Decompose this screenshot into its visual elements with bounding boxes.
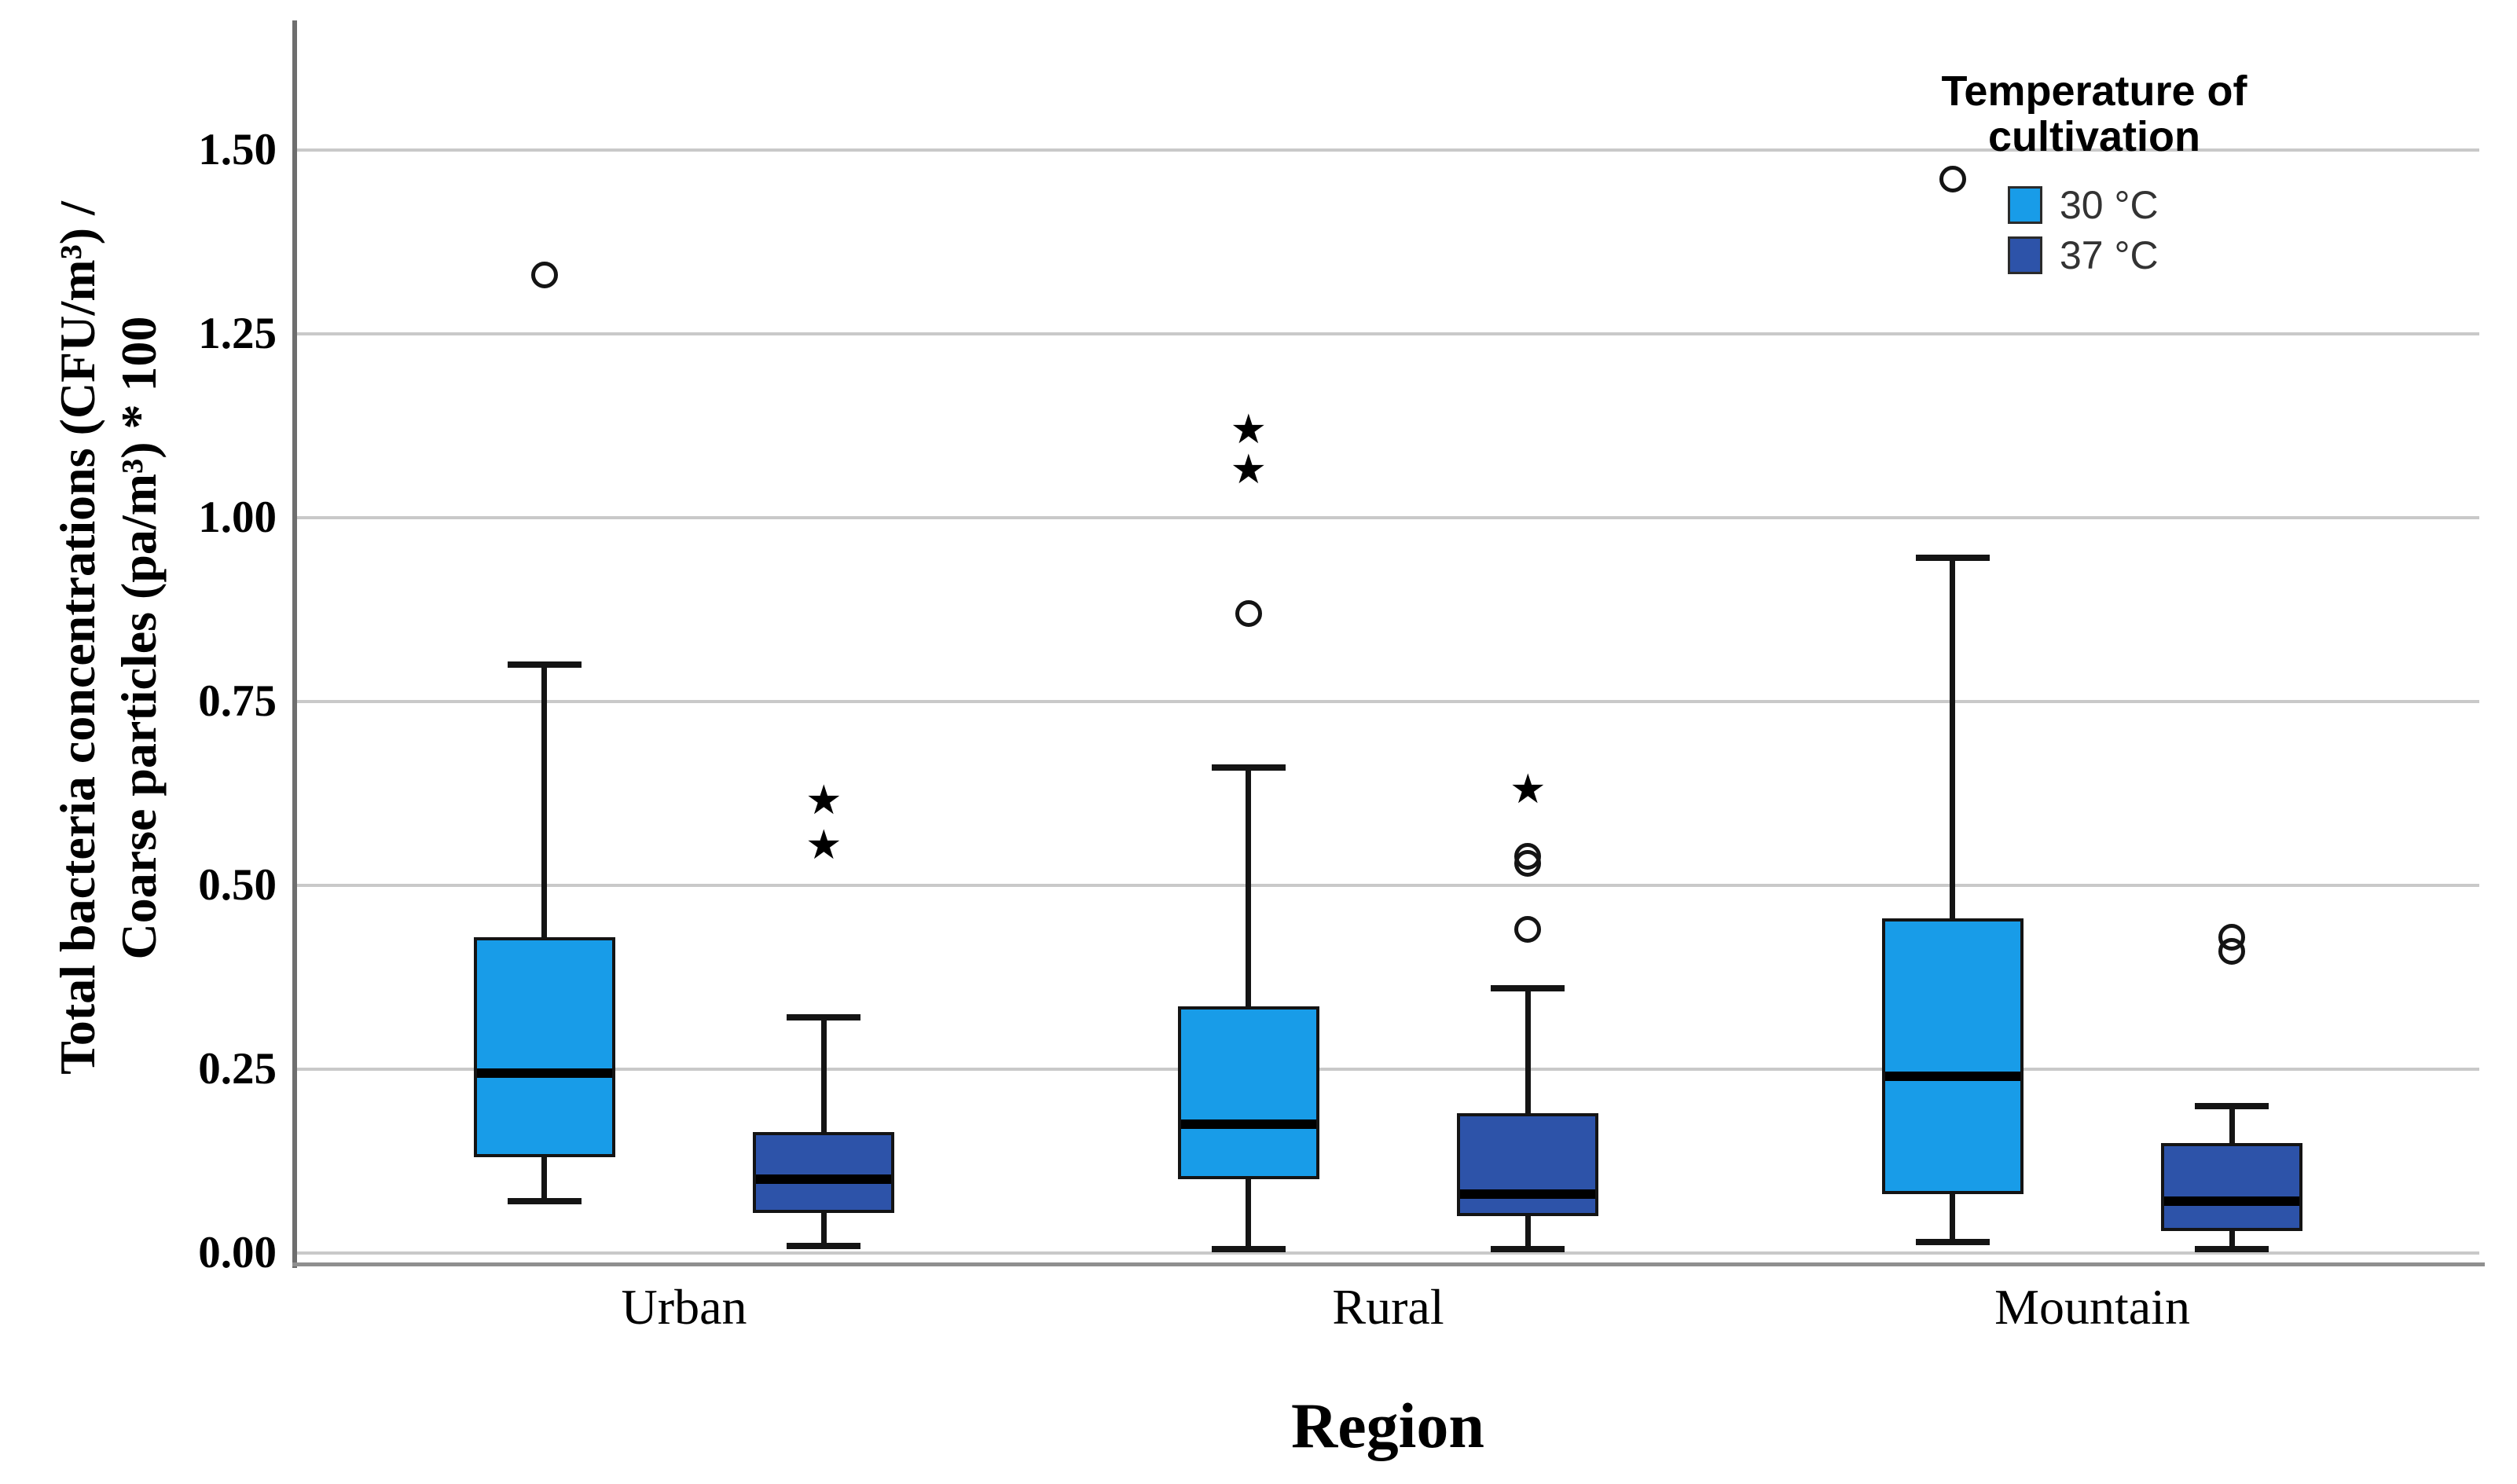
whisker-cap-high-30c-rural — [1211, 764, 1286, 771]
legend-items: 30 °C 37 °C — [2008, 183, 2271, 277]
y-tick-label: 1.50 — [198, 125, 277, 174]
whisker-cap-low-37c-urban — [787, 1242, 861, 1249]
y-tick-label: 0.50 — [198, 860, 277, 910]
median-line-37c-mountain — [2164, 1196, 2300, 1207]
y-tick-label: 0.75 — [198, 676, 277, 726]
legend-item-37c: 37 °C — [2008, 233, 2271, 277]
y-tick-label: 1.00 — [198, 493, 277, 542]
median-line-37c-urban — [756, 1174, 892, 1185]
box-37c-mountain — [2161, 1142, 2303, 1231]
whisker-cap-high-30c-urban — [507, 661, 582, 669]
extreme-star-icon: ★ — [1230, 446, 1268, 494]
x-tick-label: Urban — [621, 1279, 747, 1335]
whisker-cap-low-30c-rural — [1211, 1246, 1286, 1253]
legend-title: Temperature of cultivation — [1917, 68, 2271, 159]
legend-label-30c: 30 °C — [2060, 183, 2159, 227]
box-30c-mountain — [1881, 918, 2024, 1195]
box-30c-rural — [1177, 1006, 1319, 1180]
extreme-star-icon: ★ — [1509, 766, 1547, 814]
outlier-circle-icon — [2218, 923, 2246, 951]
median-line-30c-rural — [1180, 1119, 1316, 1130]
whisker-cap-high-37c-mountain — [2195, 1102, 2269, 1109]
extreme-star-icon: ★ — [805, 777, 842, 825]
y-axis-title: Total bacteria concentrations (CFU/m³) /… — [47, 201, 170, 1075]
whisker-cap-low-30c-urban — [507, 1198, 582, 1205]
y-gridline — [296, 884, 2479, 887]
legend-swatch-30c-icon — [2008, 186, 2042, 224]
outlier-circle-icon — [1939, 166, 1966, 193]
outlier-circle-icon — [1514, 842, 1542, 870]
whisker-30c-urban — [541, 665, 548, 1202]
whisker-cap-high-37c-urban — [787, 1014, 861, 1021]
y-gridline — [296, 148, 2479, 152]
y-tick-label: 0.25 — [198, 1044, 277, 1094]
whisker-30c-mountain — [1950, 558, 1956, 1242]
box-37c-urban — [753, 1131, 895, 1213]
median-line-37c-rural — [1460, 1189, 1596, 1200]
y-gridline — [296, 700, 2479, 703]
whisker-cap-low-37c-rural — [1491, 1246, 1565, 1253]
whisker-cap-high-30c-mountain — [1915, 555, 1990, 562]
whisker-cap-low-37c-mountain — [2195, 1246, 2269, 1253]
y-axis-title-line-1: Total bacteria concentrations (CFU/m³) / — [50, 201, 105, 1075]
y-gridline — [296, 516, 2479, 519]
outlier-circle-icon — [530, 262, 558, 289]
x-axis-line — [292, 1262, 2485, 1266]
y-gridline — [296, 1068, 2479, 1071]
median-line-30c-urban — [476, 1068, 612, 1078]
y-gridline — [296, 332, 2479, 335]
box-37c-rural — [1457, 1113, 1599, 1217]
legend-item-30c: 30 °C — [2008, 183, 2271, 227]
legend-swatch-37c-icon — [2008, 236, 2042, 274]
outlier-circle-icon — [1514, 916, 1542, 944]
x-tick-label: Mountain — [1994, 1279, 2190, 1335]
whisker-cap-high-37c-rural — [1491, 985, 1565, 992]
outlier-circle-icon — [1235, 599, 1262, 627]
legend-label-37c: 37 °C — [2060, 233, 2159, 277]
whisker-cap-low-30c-mountain — [1915, 1238, 1990, 1245]
legend-title-line-2: cultivation — [1987, 113, 2201, 160]
extreme-star-icon: ★ — [805, 821, 842, 869]
y-axis-line — [292, 20, 297, 1268]
legend-title-line-1: Temperature of — [1941, 68, 2247, 115]
x-tick-label: Rural — [1332, 1279, 1444, 1335]
y-axis-title-line-2: Coarse particles (pa/m³) * 100 — [111, 316, 167, 960]
legend: Temperature of cultivation 30 °C 37 °C — [1917, 68, 2271, 285]
x-axis-title: Region — [1291, 1390, 1484, 1461]
y-gridline — [296, 1251, 2479, 1255]
y-tick-label: 1.25 — [198, 309, 277, 358]
box-30c-urban — [473, 936, 615, 1158]
extreme-star-icon: ★ — [1230, 405, 1268, 453]
y-tick-label: 0.00 — [198, 1228, 277, 1277]
median-line-30c-mountain — [1884, 1072, 2020, 1082]
